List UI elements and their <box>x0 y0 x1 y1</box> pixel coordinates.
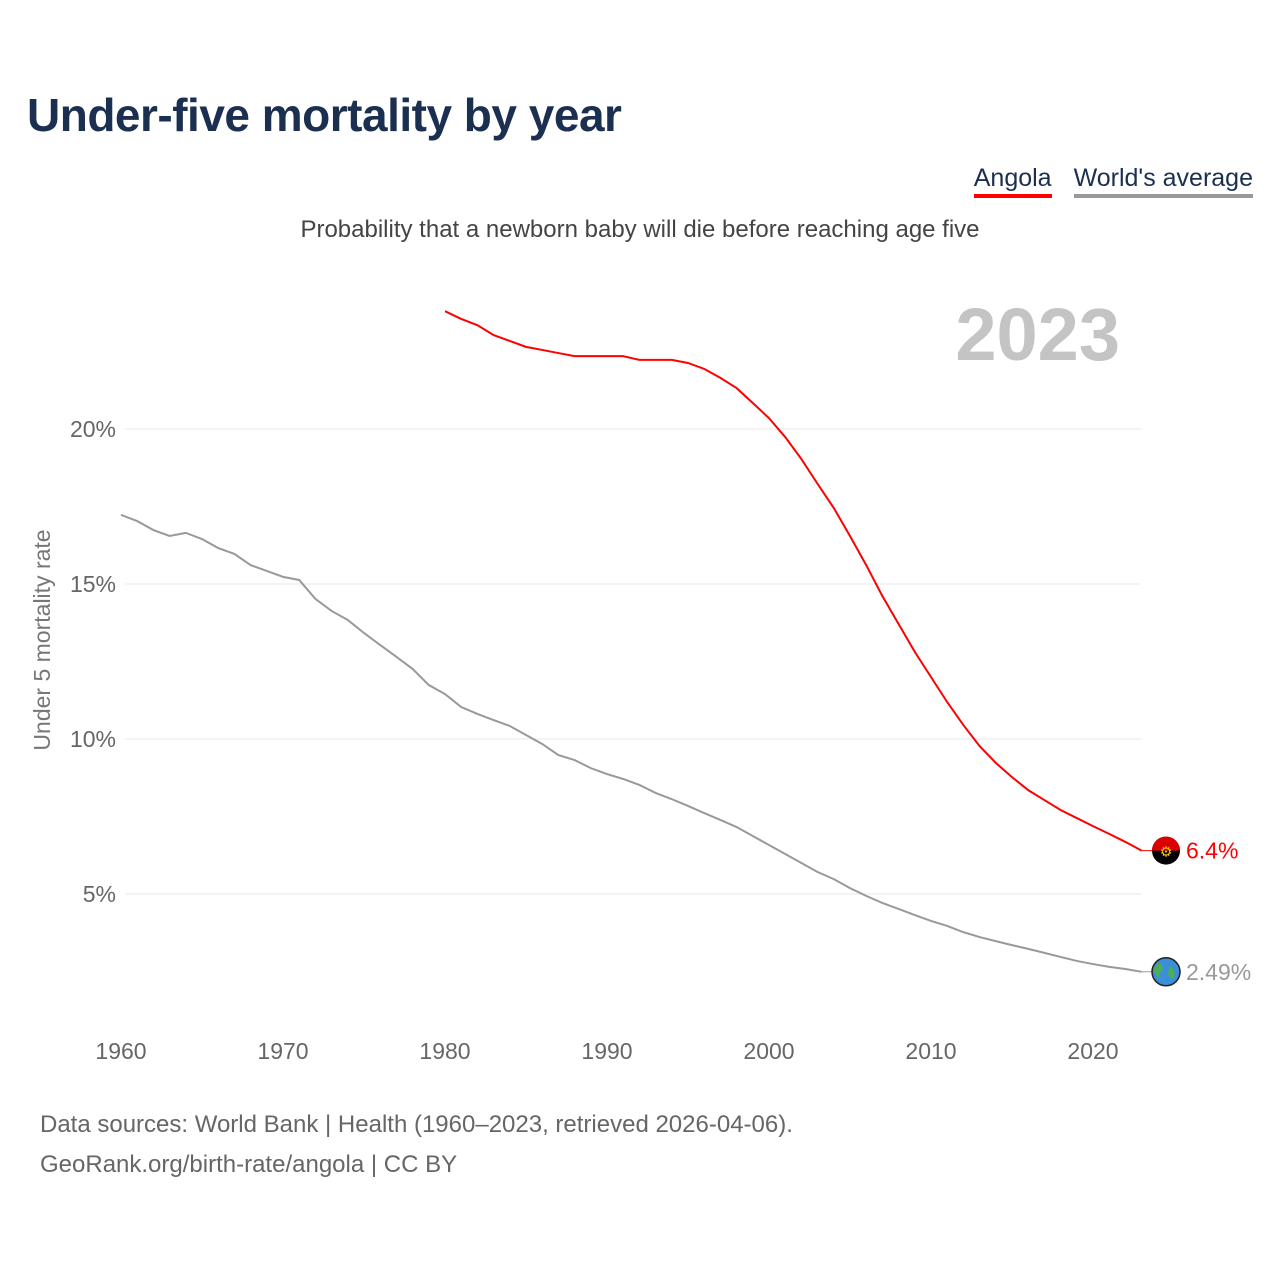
y-tick-label: 10% <box>70 726 116 752</box>
end-value-label: 6.4% <box>1186 838 1238 864</box>
chart-subtitle: Probability that a newborn baby will die… <box>300 216 980 243</box>
source-link[interactable]: GeoRank.org/birth-rate/angola | CC BY <box>40 1151 458 1178</box>
series-line-world <box>120 513 1142 973</box>
x-tick-label: 2000 <box>743 1038 794 1064</box>
y-tick-label: 15% <box>70 571 116 597</box>
legend-item-world[interactable]: World's average <box>1073 164 1253 198</box>
y-tick-label: 20% <box>70 416 116 442</box>
end-value-label: 2.49% <box>1186 959 1251 985</box>
data-source: Data sources: World Bank | Health (1960–… <box>40 1111 793 1138</box>
legend-item-angola[interactable]: Angola <box>973 164 1052 198</box>
footer: Data sources: World Bank | Health (1960–… <box>40 1105 793 1185</box>
chart-title: Under-five mortality by year <box>27 89 622 141</box>
x-tick-label: 2010 <box>905 1038 956 1064</box>
y-axis-label: Under 5 mortality rate <box>29 529 55 750</box>
x-tick-label: 1990 <box>581 1038 632 1064</box>
year-label: 2023 <box>955 293 1120 376</box>
x-tick-label: 1960 <box>95 1038 146 1064</box>
globe-icon <box>1151 957 1181 987</box>
angola-flag-icon: ⚙ <box>1152 836 1181 865</box>
y-tick-label: 5% <box>83 881 116 907</box>
legend: Angola World's average <box>973 164 1253 198</box>
svg-text:⚙: ⚙ <box>1160 844 1173 860</box>
x-tick-label: 2020 <box>1067 1038 1118 1064</box>
series-line-angola <box>444 310 1143 852</box>
x-tick-label: 1980 <box>419 1038 470 1064</box>
x-tick-label: 1970 <box>257 1038 308 1064</box>
